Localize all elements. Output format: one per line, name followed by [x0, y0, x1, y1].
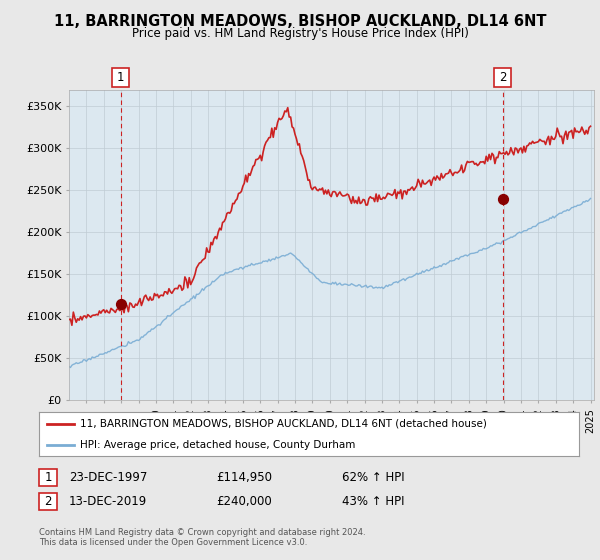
Text: 1: 1	[44, 470, 52, 484]
Text: £240,000: £240,000	[216, 494, 272, 508]
Text: Price paid vs. HM Land Registry's House Price Index (HPI): Price paid vs. HM Land Registry's House …	[131, 27, 469, 40]
Text: 11, BARRINGTON MEADOWS, BISHOP AUCKLAND, DL14 6NT (detached house): 11, BARRINGTON MEADOWS, BISHOP AUCKLAND,…	[79, 419, 487, 429]
Point	[116, 300, 125, 309]
Text: 23-DEC-1997: 23-DEC-1997	[69, 470, 148, 484]
Point	[498, 194, 508, 203]
Text: 11, BARRINGTON MEADOWS, BISHOP AUCKLAND, DL14 6NT: 11, BARRINGTON MEADOWS, BISHOP AUCKLAND,…	[54, 14, 546, 29]
Text: 43% ↑ HPI: 43% ↑ HPI	[342, 494, 404, 508]
Text: 13-DEC-2019: 13-DEC-2019	[69, 494, 147, 508]
Text: 2: 2	[499, 71, 506, 85]
Text: 2: 2	[44, 494, 52, 508]
Text: HPI: Average price, detached house, County Durham: HPI: Average price, detached house, Coun…	[79, 440, 355, 450]
Text: Contains HM Land Registry data © Crown copyright and database right 2024.
This d: Contains HM Land Registry data © Crown c…	[39, 528, 365, 547]
Text: £114,950: £114,950	[216, 470, 272, 484]
Text: 62% ↑ HPI: 62% ↑ HPI	[342, 470, 404, 484]
Text: 1: 1	[117, 71, 125, 85]
